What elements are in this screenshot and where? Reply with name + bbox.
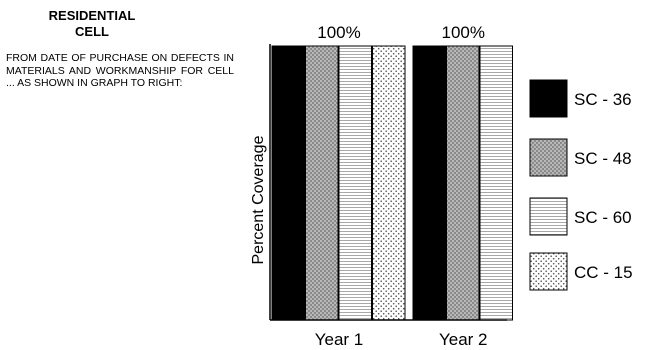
bar-3-2 bbox=[479, 45, 513, 321]
category-top-label: 100% bbox=[317, 23, 360, 42]
legend-label-3: SC - 60 bbox=[574, 208, 632, 227]
heading-line-2: CELL bbox=[75, 24, 109, 39]
bar-3-1 bbox=[338, 45, 372, 321]
legend-label-2: SC - 48 bbox=[574, 149, 632, 168]
heading-line-1: RESIDENTIAL bbox=[48, 8, 136, 23]
info-panel: RESIDENTIAL CELL FROM DATE OF PURCHASE O… bbox=[6, 8, 236, 90]
bar-2-2 bbox=[446, 45, 480, 321]
category-top-label: 100% bbox=[442, 23, 485, 42]
panel-heading: RESIDENTIAL CELL bbox=[12, 8, 172, 40]
legend-label-4: CC - 15 bbox=[574, 263, 633, 282]
legend-swatch-3 bbox=[529, 197, 568, 236]
legend-swatch-4 bbox=[529, 252, 568, 291]
y-axis-label: Percent Coverage bbox=[250, 135, 267, 264]
legend-label-1: SC - 36 bbox=[574, 90, 632, 109]
legend-swatch-2 bbox=[529, 138, 568, 177]
bar-2-1 bbox=[305, 45, 339, 321]
bar-1-1 bbox=[271, 45, 305, 321]
bar-1-2 bbox=[412, 45, 446, 321]
legend-swatch-1 bbox=[529, 79, 568, 118]
panel-description: FROM DATE OF PURCHASE ON DEFECTS IN MATE… bbox=[6, 52, 234, 89]
x-tick-label: Year 1 bbox=[315, 330, 364, 349]
x-tick-label: Year 2 bbox=[439, 330, 488, 349]
bar-4-1 bbox=[372, 45, 406, 321]
